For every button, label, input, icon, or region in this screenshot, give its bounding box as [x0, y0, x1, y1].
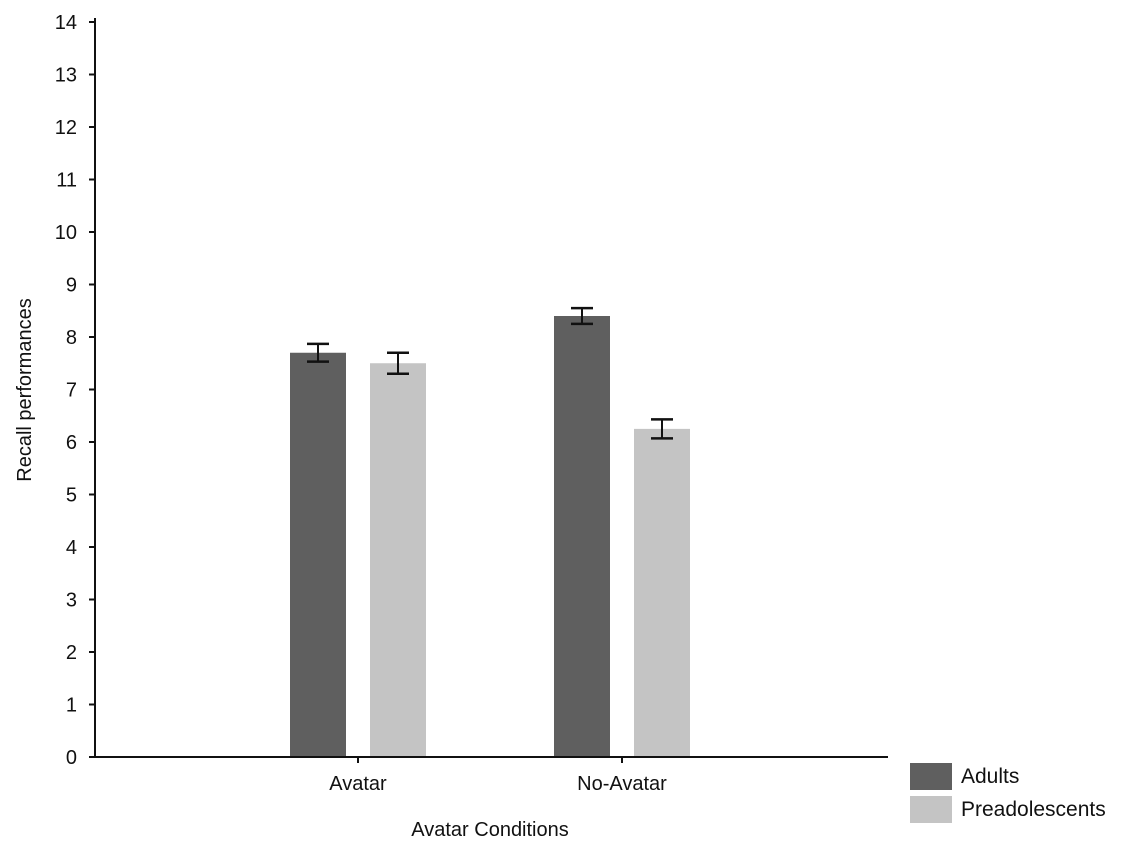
bar-adults-avatar [290, 352, 346, 757]
y-tick-label: 8 [66, 327, 77, 349]
error-bars [307, 306, 673, 440]
y-tick-label: 4 [66, 537, 77, 559]
bars [290, 316, 690, 757]
legend-swatch-adults [910, 763, 952, 790]
y-tick-label: 7 [66, 380, 77, 402]
x-tick-label: No-Avatar [577, 773, 667, 795]
y-tick-label: 10 [55, 222, 77, 244]
y-axis-title: Recall performances [14, 298, 36, 481]
y-tick-label: 11 [56, 170, 77, 192]
x-axis-title: Avatar Conditions [411, 819, 569, 841]
y-tick-label: 5 [66, 485, 77, 507]
bar-preadolescents-avatar [370, 363, 426, 757]
y-tick-label: 14 [55, 12, 77, 34]
y-tick-label: 12 [55, 117, 77, 139]
y-tick-label: 3 [66, 590, 77, 612]
y-tick-label: 9 [66, 275, 77, 297]
bar-adults-no-avatar [554, 316, 610, 757]
legend-label-preadolescents: Preadolescents [961, 798, 1106, 821]
legend-swatch-preadolescents [910, 796, 952, 823]
y-tick-label: 2 [66, 642, 77, 664]
y-tick-label: 1 [66, 695, 77, 717]
legend: Adults Preadolescents [910, 763, 1106, 823]
x-axis-ticks: Avatar No-Avatar [329, 757, 667, 795]
legend-label-adults: Adults [961, 765, 1019, 788]
x-tick-label: Avatar [329, 773, 387, 795]
y-tick-label: 0 [66, 747, 77, 769]
y-tick-label: 6 [66, 432, 77, 454]
y-tick-label: 13 [55, 65, 77, 87]
bar-preadolescents-no-avatar [634, 428, 690, 757]
